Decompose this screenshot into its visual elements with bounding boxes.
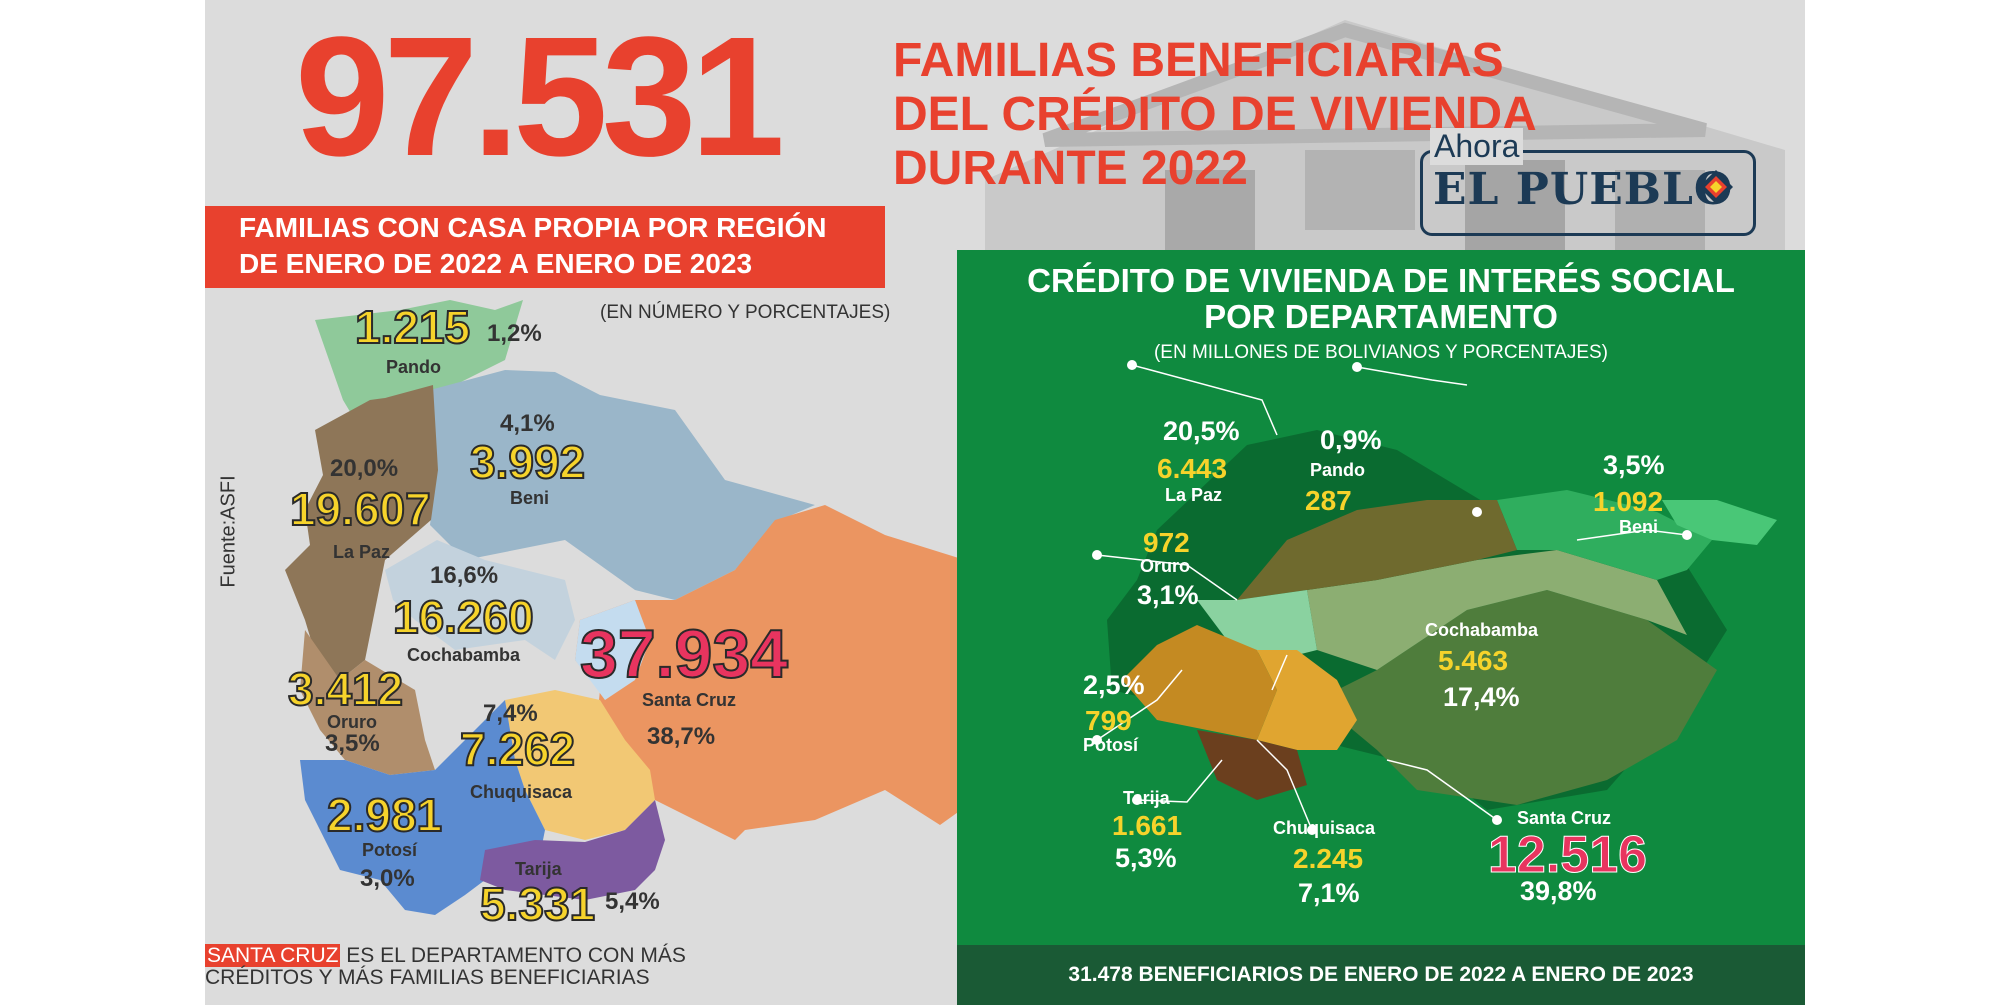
left-cochabamba-name: Cochabamba	[407, 645, 521, 665]
bolivia-map	[285, 300, 1005, 915]
map3d-tarija	[1197, 730, 1307, 800]
right-santa-cruz-name: Santa Cruz	[1517, 808, 1612, 828]
right-beni-pct: 3,5%	[1603, 450, 1665, 480]
left-santa-cruz-pct: 38,7%	[647, 723, 716, 750]
map3d-pando	[1662, 500, 1777, 545]
left-oruro-value: 3.412	[287, 662, 404, 716]
left-tarija-value: 5.331	[479, 877, 596, 931]
left-la-paz-value: 19.607	[289, 482, 432, 536]
map-region-oruro	[300, 630, 435, 775]
right-oruro-name: Oruro	[1140, 556, 1191, 576]
right-footer-banner: 31.478 BENEFICIARIOS DE ENERO DE 2022 A …	[957, 945, 1805, 1005]
right-la-paz-pct: 20,5%	[1163, 416, 1240, 446]
left-tarija-name: Tarija	[515, 859, 562, 879]
left-oruro-name: Oruro	[327, 712, 378, 732]
left-la-paz-name: La Paz	[333, 542, 391, 562]
left-beni-name: Beni	[510, 488, 550, 508]
headline-line-2: DEL CRÉDITO DE VIVIENDA	[893, 88, 1537, 141]
left-potosi-name: Potosí	[362, 840, 418, 860]
footer-highlight: SANTA CRUZ	[205, 944, 341, 967]
right-chuquisaca-pct: 7,1%	[1298, 878, 1360, 908]
left-santa-cruz-name: Santa Cruz	[642, 690, 737, 710]
right-la-paz-value: 6.443	[1157, 453, 1228, 484]
left-beni-pct: 4,1%	[500, 410, 555, 437]
headline-line-1: FAMILIAS BENEFICIARIAS	[893, 34, 1504, 87]
map3d-leader-lines	[1096, 364, 1688, 831]
right-title-line-1: CRÉDITO DE VIVIENDA DE INTERÉS SOCIAL	[1027, 262, 1735, 299]
map-region-cochabamba-light	[575, 600, 650, 700]
map-region-la-paz	[285, 385, 438, 680]
right-unit-note: (EN MILLONES DE BOLIVIANOS Y PORCENTAJES…	[1153, 342, 1608, 363]
right-cochabamba-value: 5.463	[1438, 645, 1509, 676]
map-region-santa-cruz	[575, 505, 1005, 840]
right-cochabamba-pct: 17,4%	[1443, 682, 1520, 712]
right-beni-name: Beni	[1619, 517, 1659, 537]
map-region-chuquisaca	[505, 690, 655, 840]
total-families-number: 97.531	[295, 2, 785, 192]
footer-line-1: ES EL DEPARTAMENTO CON MÁS	[340, 944, 686, 967]
map3d-beni	[1497, 490, 1712, 580]
map3d-potosi	[1122, 625, 1277, 740]
right-tarija-pct: 5,3%	[1115, 843, 1177, 873]
map-region-beni	[430, 370, 815, 600]
infographic: 97.531 FAMILIAS BENEFICIARIAS DEL CRÉDIT…	[205, 0, 1805, 1005]
left-footer-note: SANTA CRUZ ES EL DEPARTAMENTO CON MÁS CR…	[205, 944, 686, 989]
left-pando-pct: 1,2%	[487, 320, 542, 347]
right-oruro-value: 972	[1143, 527, 1190, 558]
left-tarija-pct: 5,4%	[605, 888, 660, 915]
left-unit-note: (EN NÚMERO Y PORCENTAJES)	[600, 302, 891, 323]
headline-line-3: DURANTE 2022	[893, 142, 1248, 195]
map-region-cochabamba	[385, 540, 575, 660]
footer-line-2: CRÉDITOS Y MÁS FAMILIAS BENEFICIARIAS	[205, 966, 650, 989]
left-cochabamba-value: 16.260	[392, 590, 535, 644]
house-background-image	[985, 20, 1785, 300]
right-oruro-pct: 3,1%	[1137, 580, 1199, 610]
right-tarija-value: 1.661	[1112, 810, 1183, 841]
right-potosi-name: Potosí	[1083, 735, 1139, 755]
logo-ahora-text: Ahora	[1430, 128, 1524, 165]
right-santa-cruz-pct: 39,8%	[1520, 876, 1597, 906]
right-chuquisaca-value: 2.245	[1293, 843, 1364, 874]
map-region-pando	[315, 300, 523, 420]
map-region-tarija	[480, 800, 665, 900]
right-tarija-name: Tarija	[1123, 788, 1170, 808]
map3d-chuquisaca	[1257, 650, 1357, 750]
map3d-cochabamba	[1307, 550, 1687, 670]
right-pando-name: Pando	[1310, 460, 1366, 480]
right-3d-map	[1092, 360, 1777, 835]
logo-name-text: EL PUEBLO	[1433, 164, 1734, 215]
right-title-line-2: POR DEPARTAMENTO	[1204, 298, 1558, 335]
left-potosi-pct: 3,0%	[360, 865, 415, 892]
headline: FAMILIAS BENEFICIARIAS DEL CRÉDITO DE VI…	[893, 34, 1537, 196]
right-pando-value: 287	[1305, 485, 1352, 516]
map3d-oruro	[1197, 590, 1317, 660]
left-chuquisaca-value: 7.262	[459, 722, 576, 776]
left-title-line-2: DE ENERO DE 2022 A ENERO DE 2023	[239, 248, 753, 279]
left-cochabamba-pct: 16,6%	[430, 562, 499, 589]
left-oruro-pct: 3,5%	[325, 730, 380, 757]
map3d-santa-cruz	[1317, 590, 1717, 805]
right-la-paz-name: La Paz	[1165, 485, 1223, 505]
right-pando-pct: 0,9%	[1320, 425, 1382, 455]
map3d-dots	[1092, 360, 1692, 835]
right-cochabamba-name: Cochabamba	[1425, 620, 1539, 640]
left-title-line-1: FAMILIAS CON CASA PROPIA POR REGIÓN	[239, 212, 827, 243]
el-pueblo-logo	[1420, 150, 1756, 236]
map3d-la-paz	[1237, 500, 1517, 600]
left-pando-name: Pando	[386, 357, 442, 377]
left-chuquisaca-name: Chuquisaca	[470, 782, 573, 802]
right-potosi-value: 799	[1085, 705, 1132, 736]
left-la-paz-pct: 20,0%	[330, 455, 399, 482]
right-beni-value: 1.092	[1593, 486, 1664, 517]
left-potosi-value: 2.981	[326, 788, 443, 842]
left-pando-value: 1.215	[354, 300, 471, 354]
logo-emblem-icon	[1699, 170, 1733, 204]
left-santa-cruz-value: 37.934	[579, 615, 789, 693]
left-chuquisaca-pct: 7,4%	[483, 700, 538, 727]
right-potosi-pct: 2,5%	[1083, 670, 1145, 700]
left-title-banner: FAMILIAS CON CASA PROPIA POR REGIÓN DE E…	[205, 206, 885, 288]
right-chuquisaca-name: Chuquisaca	[1273, 818, 1376, 838]
left-beni-value: 3.992	[469, 435, 586, 489]
right-santa-cruz-value: 12.516	[1487, 826, 1648, 885]
